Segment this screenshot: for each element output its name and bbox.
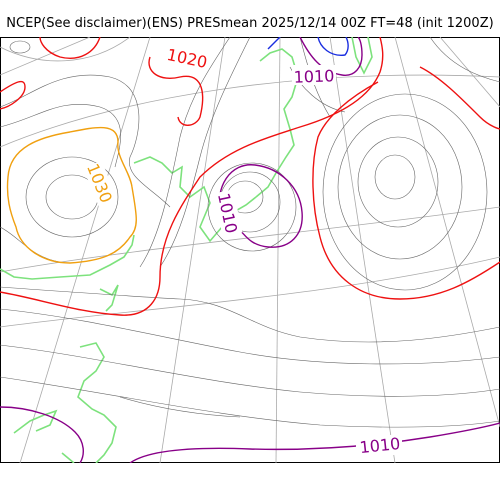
isobar	[0, 103, 121, 168]
coastline	[255, 48, 299, 198]
isobar	[139, 37, 231, 268]
isobar-1020	[39, 37, 101, 59]
isobar-1020	[312, 81, 500, 300]
latitude-line	[0, 37, 131, 62]
contour-label-1010-bottom: 1010	[359, 434, 401, 457]
isobars-1010	[0, 37, 500, 463]
coastline	[0, 234, 135, 280]
isobar	[119, 396, 241, 418]
isobar	[25, 156, 119, 238]
contour-label-1010-top: 1010	[293, 66, 334, 86]
coastline	[13, 409, 58, 434]
isobar-low	[317, 37, 349, 56]
coastline	[99, 284, 119, 312]
isobar	[159, 37, 251, 268]
isobar-low	[267, 37, 281, 50]
isobar-1010	[0, 406, 84, 463]
isobar-1020	[419, 66, 500, 130]
isobar	[0, 376, 500, 428]
coastline	[61, 452, 75, 463]
meridian-line	[159, 37, 226, 463]
isobar	[207, 162, 297, 252]
coastline	[77, 342, 117, 463]
pressure-map: 1020 1030 1010 1010 1010	[0, 37, 500, 463]
meridian-line	[0, 37, 91, 76]
isobar-1020	[0, 80, 26, 110]
coastline	[351, 37, 373, 75]
isobar	[0, 344, 500, 397]
isobar	[357, 136, 439, 228]
isobar-1030	[6, 126, 137, 264]
isobar	[429, 37, 500, 83]
isobar	[322, 93, 488, 291]
isobar	[0, 74, 171, 208]
latitude-line	[0, 74, 500, 148]
meridian-line	[19, 37, 151, 463]
isobar	[0, 308, 500, 365]
meridian-line	[439, 37, 500, 108]
isobar	[9, 40, 31, 54]
isobar	[337, 114, 463, 260]
isobar-1010	[129, 422, 500, 463]
meridian-line	[275, 37, 281, 463]
isobars-1020	[0, 37, 500, 316]
map-title: NCEP(See disclaimer)(ENS) PRESmean 2025/…	[6, 16, 494, 31]
isobar	[374, 154, 416, 200]
isobar-1010	[299, 37, 363, 76]
isobar-1020	[0, 37, 384, 316]
meridian-line	[394, 37, 500, 428]
isobar-1020	[148, 56, 204, 126]
isobar	[0, 286, 500, 343]
